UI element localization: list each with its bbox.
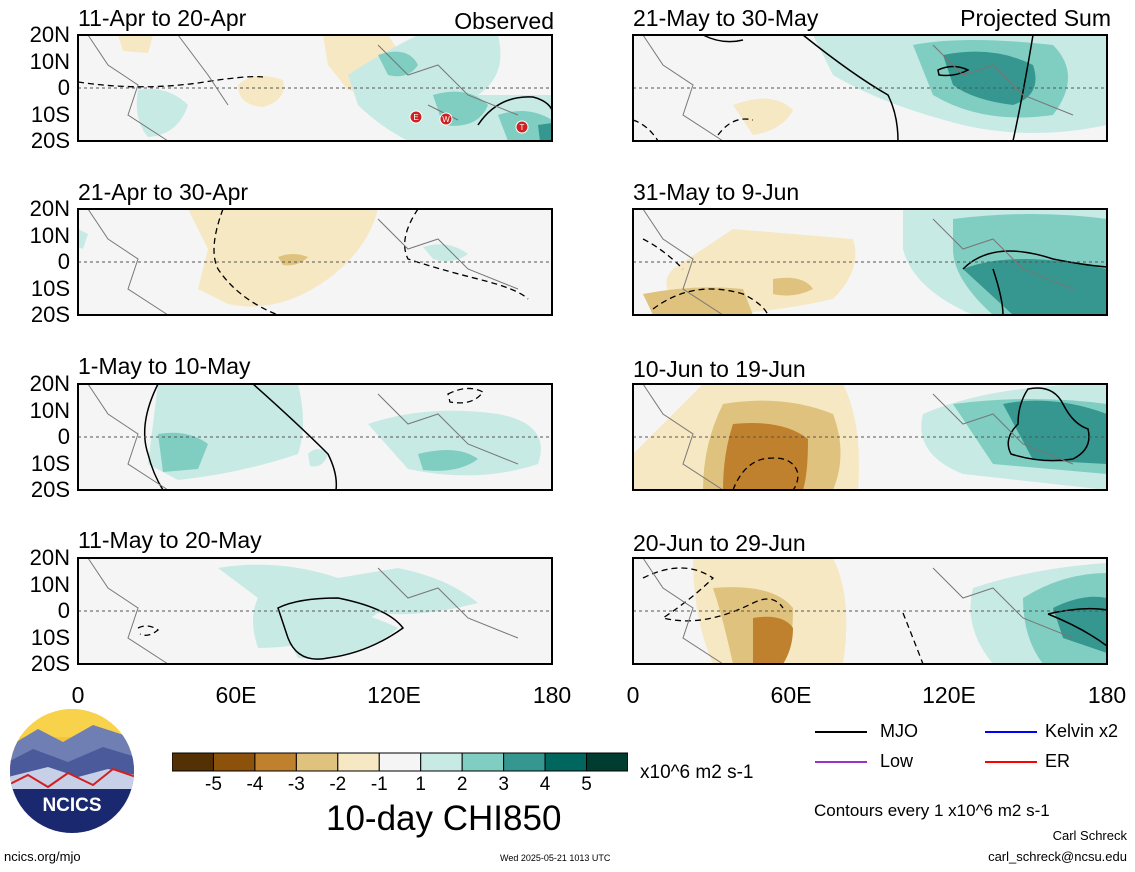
- colorbar-tick-label: 4: [539, 774, 551, 795]
- panel-title-6: 31-May to 9-Jun: [633, 179, 800, 205]
- colorbar-tick-label: 5: [581, 774, 592, 795]
- colorbar-swatch: [461, 752, 505, 772]
- panel-title-7: 10-Jun to 19-Jun: [633, 356, 806, 382]
- colorbar-swatch: [544, 752, 588, 772]
- lat-tick-label: 10N: [29, 571, 70, 597]
- colorbar-swatch: [295, 752, 339, 772]
- map-panel-3: [77, 383, 553, 491]
- logo-text: NCICS: [42, 795, 101, 816]
- lat-tick-label: 0: [57, 249, 70, 274]
- lat-tick-label: 0: [57, 598, 70, 623]
- colorbar-swatch: [503, 752, 546, 772]
- lat-tick-label: 20N: [29, 545, 70, 570]
- colorbar-swatch: [378, 752, 422, 772]
- panel-title-3: 1-May to 10-May: [78, 353, 251, 379]
- map-panel-1: E W T: [77, 34, 553, 142]
- colorbar-swatch: [586, 752, 628, 772]
- projected-sum-label: Projected Sum: [960, 5, 1111, 31]
- map-panel-5: [632, 34, 1108, 142]
- colorbar-swatch: [254, 752, 297, 772]
- lat-tick-label: 10N: [29, 397, 70, 423]
- lat-tick-label: 20S: [30, 477, 70, 502]
- marker-w: W: [442, 115, 450, 124]
- lon-tick-label: 0: [626, 682, 640, 708]
- colorbar-tick-label: -1: [370, 774, 388, 795]
- colorbar-tick-label: 1: [415, 774, 426, 795]
- map-panel-7: [632, 383, 1108, 491]
- lat-tick-label: 10S: [30, 101, 70, 127]
- lat-tick-label: 20S: [30, 128, 70, 153]
- panel-title-5: 21-May to 30-May: [633, 5, 819, 31]
- lon-tick-label: 60E: [215, 682, 257, 708]
- ncics-logo: NCICS: [10, 709, 134, 833]
- lat-tick-label: 10S: [30, 275, 70, 301]
- author-email: carl_schreck@ncsu.edu: [988, 849, 1127, 864]
- colorbar-tick-label: 2: [456, 774, 468, 795]
- colorbar-unit: x10^6 m2 s-1: [640, 762, 754, 783]
- contour-note: Contours every 1 x10^6 m2 s-1: [814, 801, 1050, 820]
- marker-t: T: [520, 123, 525, 132]
- colorbar-swatch: [337, 752, 380, 772]
- panel-title-1: 11-Apr to 20-Apr: [78, 5, 247, 31]
- colorbar-swatch: [172, 752, 214, 772]
- lat-tick-label: 20S: [30, 302, 70, 327]
- lat-tick-label: 0: [57, 75, 70, 100]
- line-legend-kelvin-label: Kelvin x2: [1045, 721, 1119, 741]
- colorbar-swatch: [420, 752, 463, 772]
- colorbar-tick-label: -2: [329, 774, 347, 795]
- colorbar-tick-label: -3: [287, 774, 305, 795]
- line-legend-mjo-swatch: [815, 731, 867, 733]
- chart-title: 10-day CHI850: [326, 799, 562, 838]
- lon-tick-label: 0: [71, 682, 85, 708]
- line-legend-er-label: ER: [1045, 751, 1071, 771]
- line-legend-low-swatch: [815, 761, 867, 763]
- map-panel-4: [77, 557, 553, 665]
- lat-tick-label: 20S: [30, 651, 70, 676]
- panel-title-4: 11-May to 20-May: [78, 527, 262, 553]
- colorbar-tick-label: 3: [498, 774, 509, 795]
- colorbar-tick-label: -5: [205, 774, 222, 795]
- lon-tick-label: 120E: [367, 682, 421, 708]
- timestamp: Wed 2025-05-21 1013 UTC: [500, 853, 611, 863]
- lat-tick-label: 10N: [29, 48, 70, 74]
- lat-tick-label: 20N: [29, 371, 70, 396]
- lon-tick-label: 180: [1087, 682, 1127, 708]
- line-legend-kelvin-swatch: [985, 731, 1037, 733]
- lon-tick-label: 120E: [922, 682, 976, 708]
- lat-tick-label: 0: [57, 424, 70, 449]
- panel-title-2: 21-Apr to 30-Apr: [78, 179, 249, 205]
- footer-url: ncics.org/mjo: [4, 849, 81, 864]
- map-panel-8: [632, 557, 1108, 665]
- lat-tick-label: 10S: [30, 624, 70, 650]
- colorbar-tick-label: -4: [246, 774, 264, 795]
- lat-tick-label: 20N: [29, 22, 70, 47]
- marker-e: E: [413, 113, 418, 122]
- panel-title-8: 20-Jun to 29-Jun: [633, 530, 806, 556]
- map-panel-2: [77, 208, 553, 316]
- colorbar: [172, 752, 628, 772]
- map-panel-6: [632, 208, 1108, 316]
- lon-tick-label: 180: [532, 682, 572, 708]
- author-name: Carl Schreck: [1052, 828, 1127, 843]
- lat-tick-label: 20N: [29, 196, 70, 221]
- colorbar-swatch: [212, 752, 256, 772]
- lon-tick-label: 60E: [770, 682, 812, 708]
- line-legend-low-label: Low: [880, 751, 914, 771]
- observed-label: Observed: [454, 8, 554, 34]
- line-legend-mjo-label: MJO: [880, 721, 918, 741]
- lat-tick-label: 10S: [30, 450, 70, 476]
- line-legend-er-swatch: [985, 761, 1037, 763]
- lat-tick-label: 10N: [29, 222, 70, 248]
